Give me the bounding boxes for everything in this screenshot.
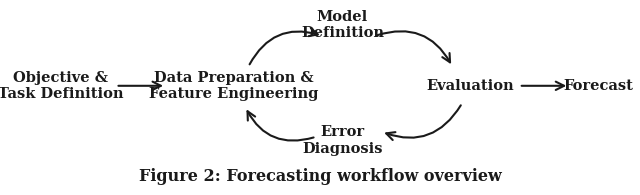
Text: Model
Definition: Model Definition [301, 10, 384, 40]
Text: Objective &
Task Definition: Objective & Task Definition [0, 71, 124, 101]
Text: Figure 2: Forecasting workflow overview: Figure 2: Forecasting workflow overview [139, 168, 501, 185]
Text: Forecast: Forecast [563, 79, 634, 93]
Text: Error
Diagnosis: Error Diagnosis [302, 125, 383, 155]
Text: Evaluation: Evaluation [427, 79, 514, 93]
Text: Data Preparation &
Feature Engineering: Data Preparation & Feature Engineering [149, 71, 318, 101]
